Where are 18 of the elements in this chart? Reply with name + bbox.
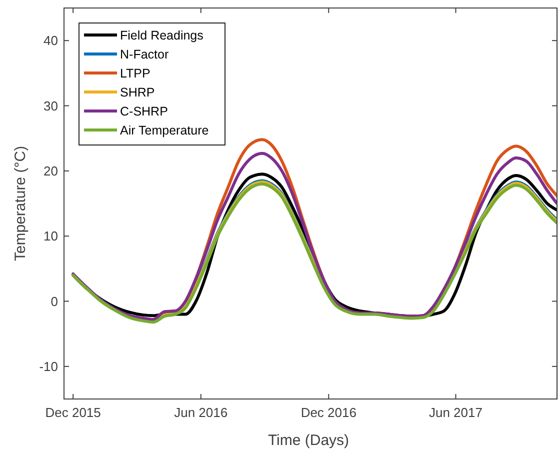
- legend-label: Air Temperature: [120, 123, 209, 138]
- legend-label: N-Factor: [120, 47, 169, 62]
- legend-label: SHRP: [120, 85, 155, 100]
- legend-label: LTPP: [120, 66, 150, 80]
- y-tick-label: 30: [44, 98, 58, 114]
- y-tick-label: 0: [50, 294, 58, 309]
- x-tick-label: Jun 2016: [174, 405, 228, 420]
- y-tick-label: -10: [39, 358, 58, 374]
- x-tick-label: Dec 2016: [300, 405, 356, 420]
- legend-label: C-SHRP: [120, 104, 168, 118]
- y-tick-label: 20: [44, 163, 58, 178]
- x-tick-label: Dec 2015: [45, 405, 101, 420]
- legend-label: Field Readings: [120, 28, 204, 42]
- y-tick-label: 40: [44, 33, 58, 48]
- y-tick-label: 10: [44, 228, 58, 244]
- x-axis-title: Time (Days): [268, 432, 350, 449]
- y-axis-title: Temperature (°C): [12, 146, 29, 262]
- x-tick-label: Jun 2017: [428, 405, 482, 420]
